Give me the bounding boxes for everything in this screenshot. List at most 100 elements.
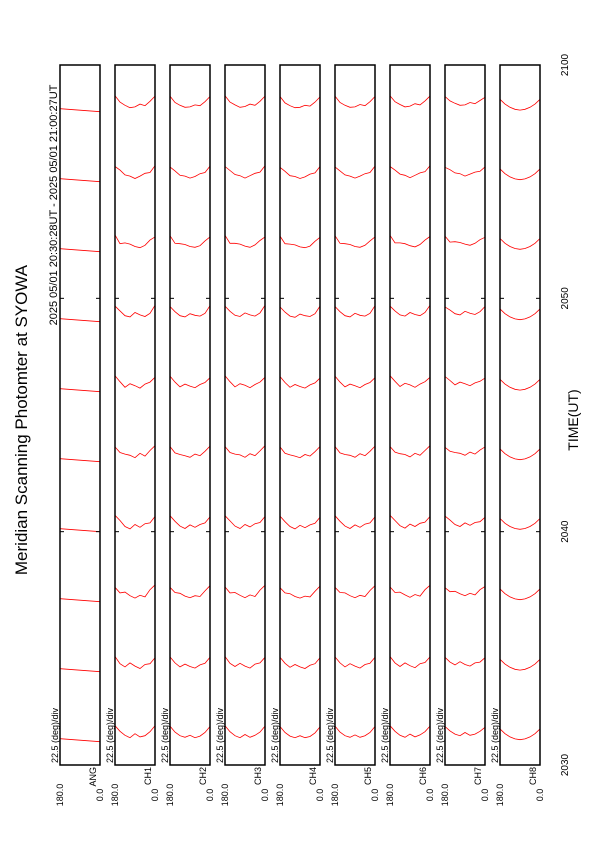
panel-frame — [499, 64, 541, 766]
scan-trace — [169, 375, 211, 389]
scan-trace — [169, 305, 211, 318]
y-tick-label: 0.0 — [535, 789, 545, 802]
scan-trace — [169, 585, 211, 599]
panel-frame — [59, 64, 101, 766]
scan-sweep — [59, 388, 101, 393]
scan-trace — [224, 445, 266, 458]
scan-trace — [389, 445, 431, 458]
scale-label: 22.5 (deg)/div — [380, 707, 390, 763]
scan-trace — [279, 376, 321, 389]
panel-frame — [334, 64, 376, 766]
scan-sweep — [59, 318, 101, 323]
scan-trace — [114, 656, 156, 669]
scan-trace — [114, 725, 156, 739]
scan-sweep — [59, 738, 101, 743]
scale-label: 22.5 (deg)/div — [270, 707, 280, 763]
scan-sweep — [59, 458, 101, 463]
scan-trace — [389, 725, 431, 738]
y-tick-label: 180.0 — [495, 784, 505, 807]
scan-trace — [114, 305, 156, 318]
scan-trace — [499, 588, 541, 601]
scan-trace — [334, 375, 376, 389]
scan-trace — [499, 659, 541, 671]
scale-label: 22.5 (deg)/div — [435, 707, 445, 763]
panel-frame — [444, 64, 486, 766]
y-tick-label: 0.0 — [95, 789, 105, 802]
channel-label: CH4 — [308, 767, 318, 785]
y-tick-label: 0.0 — [205, 789, 215, 802]
scan-trace — [444, 515, 486, 527]
scan-trace — [114, 95, 156, 109]
scan-trace — [499, 728, 541, 741]
x-tick-label: 2100 — [560, 53, 571, 76]
channel-label: CH5 — [363, 767, 373, 785]
scan-trace — [169, 235, 211, 248]
scale-label: 22.5 (deg)/div — [50, 707, 60, 763]
y-tick-label: 0.0 — [260, 789, 270, 802]
scan-trace — [224, 515, 266, 529]
scan-trace — [279, 166, 321, 179]
y-tick-label: 180.0 — [440, 784, 450, 807]
scan-trace — [444, 306, 486, 316]
scan-trace — [224, 656, 266, 669]
scan-trace — [224, 165, 266, 179]
scan-trace — [444, 446, 486, 456]
scan-trace — [389, 375, 431, 388]
y-tick-label: 0.0 — [425, 789, 435, 802]
scan-trace — [444, 586, 486, 597]
x-tick-label: 2040 — [560, 520, 571, 543]
scan-trace — [169, 515, 211, 529]
y-tick-label: 180.0 — [275, 784, 285, 807]
scan-trace — [389, 305, 431, 317]
chart-subtitle: 2025 05/01 20:30:28UT - 2025 05/01 21:00… — [48, 84, 60, 325]
scan-trace — [169, 165, 211, 179]
scan-trace — [224, 585, 266, 599]
scan-trace — [114, 584, 156, 599]
scan-trace — [334, 515, 376, 529]
y-tick-label: 180.0 — [220, 784, 230, 807]
channel-label: CH7 — [473, 767, 483, 785]
scan-trace — [169, 725, 211, 739]
scan-trace — [444, 376, 486, 387]
y-tick-label: 180.0 — [165, 784, 175, 807]
scan-trace — [279, 305, 321, 318]
panel-frame — [279, 64, 321, 766]
panel-frame — [169, 64, 211, 766]
scan-sweep — [59, 248, 101, 253]
channel-label: CH1 — [143, 767, 153, 785]
scan-trace — [444, 235, 486, 246]
scan-trace — [279, 446, 321, 459]
scan-trace — [279, 235, 321, 249]
scan-trace — [279, 585, 321, 599]
scan-trace — [499, 448, 541, 461]
scale-label: 22.5 (deg)/div — [215, 707, 225, 763]
scan-sweep — [59, 668, 101, 673]
y-tick-label: 0.0 — [315, 789, 325, 802]
scan-trace — [334, 95, 376, 108]
scan-trace — [114, 445, 156, 459]
scan-trace — [499, 308, 541, 321]
scan-trace — [279, 726, 321, 739]
panel-frame — [114, 64, 156, 766]
scan-trace — [334, 445, 376, 458]
scale-label: 22.5 (deg)/div — [105, 707, 115, 763]
y-tick-label: 180.0 — [330, 784, 340, 807]
scan-trace — [114, 375, 156, 389]
y-tick-label: 180.0 — [55, 784, 65, 807]
scan-trace — [224, 375, 266, 389]
scan-trace — [169, 656, 211, 669]
scale-label: 22.5 (deg)/div — [490, 707, 500, 763]
channel-label: CH6 — [418, 767, 428, 785]
x-tick-label: 2050 — [560, 287, 571, 310]
channel-label: CH8 — [528, 767, 538, 785]
x-tick-label: 2030 — [560, 753, 571, 776]
scale-label: 22.5 (deg)/div — [325, 707, 335, 763]
panel-frame — [389, 64, 431, 766]
channel-label: ANG — [88, 767, 98, 787]
channel-label: CH3 — [253, 767, 263, 785]
scan-trace — [444, 96, 486, 106]
scan-trace — [499, 518, 541, 530]
y-tick-label: 180.0 — [110, 784, 120, 807]
